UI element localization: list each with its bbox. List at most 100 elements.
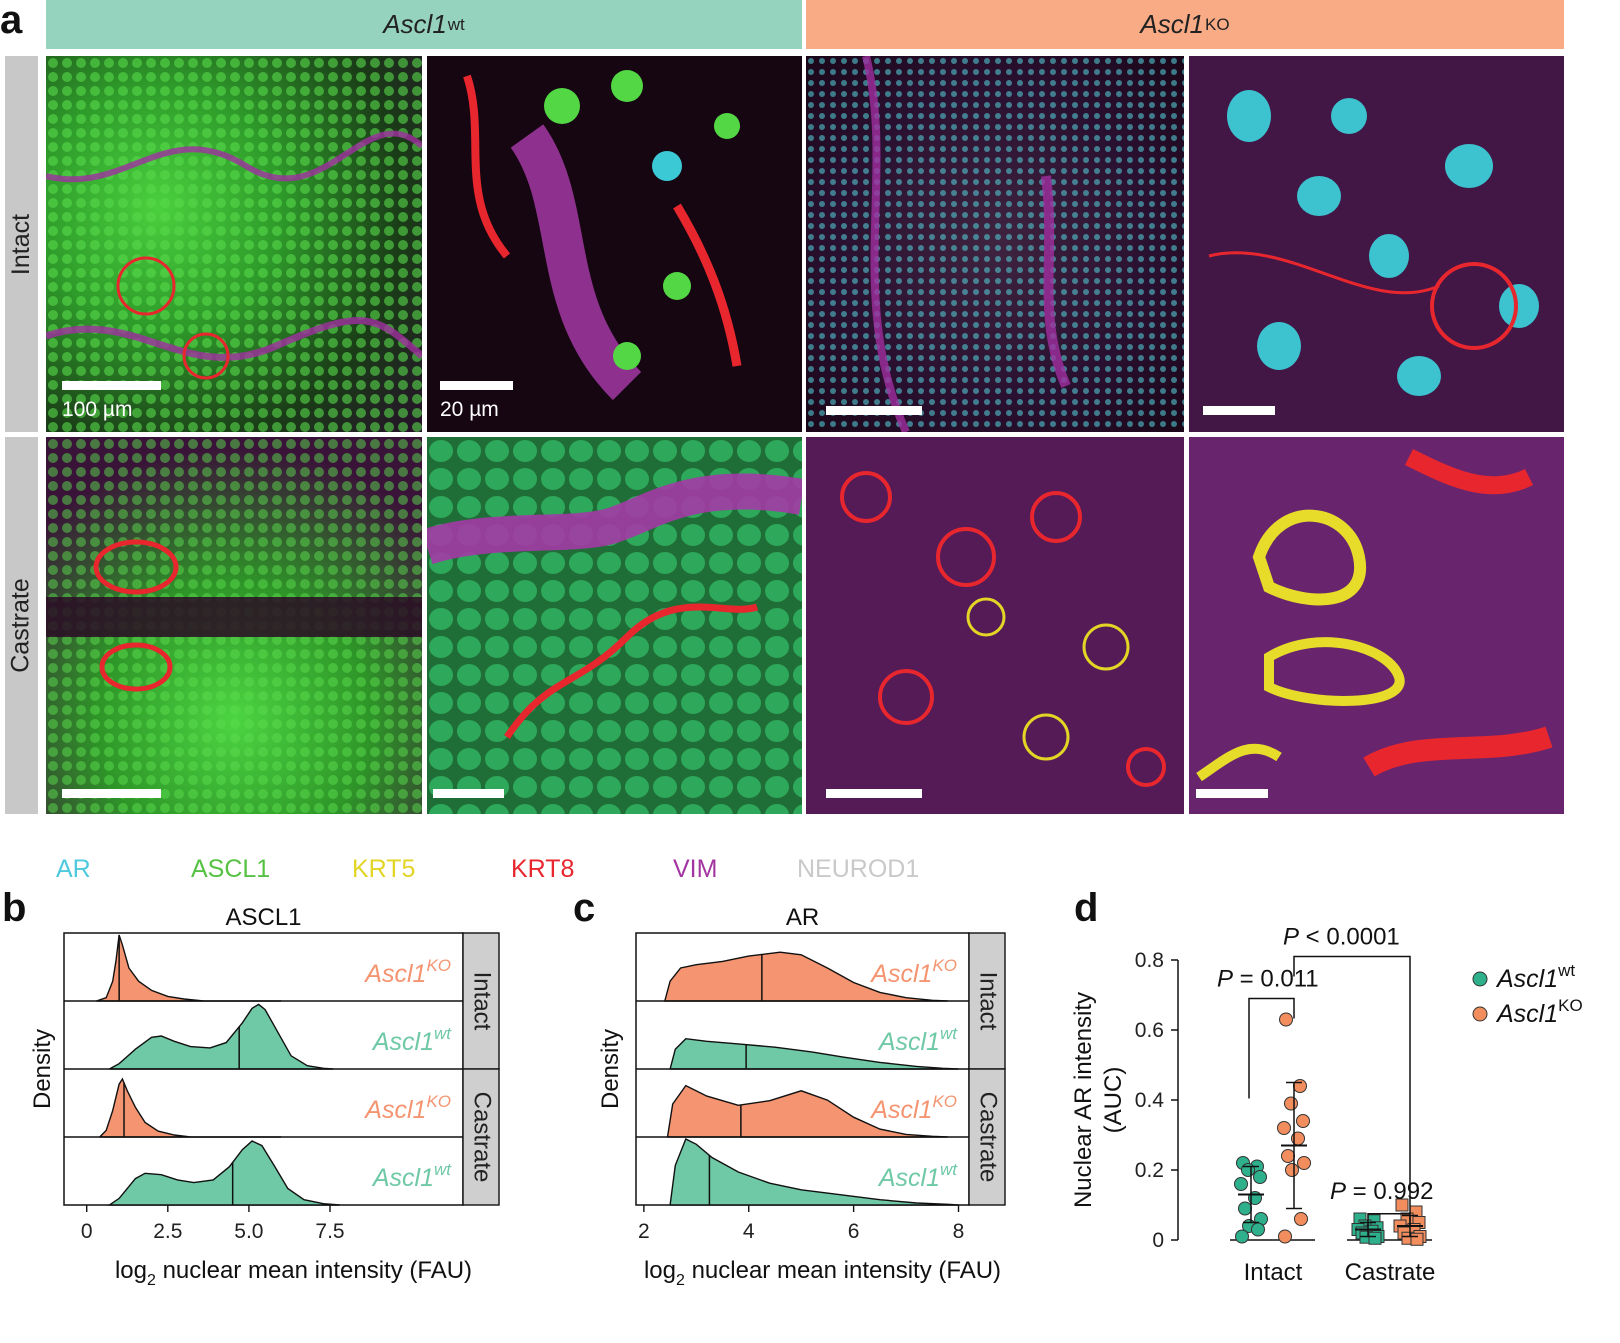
- p-value-label: P < 0.0001: [1283, 924, 1400, 951]
- scale-bar: [1196, 789, 1268, 798]
- stain-legend-krt5: KRT5: [352, 855, 416, 883]
- y-tick-label: 0.2: [1135, 1159, 1164, 1182]
- stain-legend-ascl1: ASCL1: [191, 855, 271, 883]
- micrograph-wt-intact-zoom: [427, 56, 802, 432]
- data-point: [1293, 1079, 1307, 1093]
- legend-label: Ascl1KO: [1495, 996, 1583, 1028]
- stain-legend-krt8: KRT8: [511, 855, 575, 883]
- micrograph-ko-castrate-zoom: [1189, 437, 1564, 814]
- scale-bar: [62, 789, 161, 798]
- data-point: [1279, 1012, 1293, 1027]
- column-header-wt: Ascl1 wt: [46, 0, 802, 49]
- x-category-label: Intact: [1244, 1259, 1303, 1286]
- facet-label: Intact: [469, 972, 496, 1031]
- series-label: Ascl1wt: [371, 1160, 452, 1192]
- y-axis-label: Nuclear AR intensity (AUC): [1070, 992, 1127, 1208]
- x-tick-label: 2.5: [153, 1220, 182, 1243]
- facet-label: Castrate: [469, 1092, 496, 1183]
- data-point: [1234, 1177, 1248, 1191]
- y-axis-label: Density: [597, 1029, 624, 1109]
- x-tick-label: 4: [743, 1220, 755, 1243]
- data-point: [1235, 1229, 1249, 1244]
- micrograph-wt-intact-overview: [46, 56, 422, 432]
- data-point: [1395, 1198, 1409, 1212]
- panel-d-label: d: [1074, 886, 1099, 930]
- data-point: [1368, 1231, 1382, 1245]
- panel-b-label: b: [2, 886, 27, 930]
- y-tick-label: 0: [1152, 1229, 1164, 1252]
- facet-label: Castrate: [975, 1092, 1002, 1183]
- series-label: Ascl1wt: [877, 1160, 958, 1192]
- scale-label-20um: 20 µm: [440, 398, 499, 421]
- legend-marker: [1472, 971, 1488, 987]
- series-label: Ascl1wt: [371, 1024, 452, 1056]
- scale-label-100um: 100 µm: [62, 398, 133, 421]
- x-tick-label: 2: [638, 1220, 650, 1243]
- data-point: [1281, 1149, 1295, 1163]
- p-value-label: P = 0.992: [1330, 1178, 1433, 1205]
- panel-a-label: a: [0, 0, 23, 42]
- panel-c-label: c: [573, 886, 596, 930]
- density-area: [109, 1003, 334, 1070]
- scale-bar: [440, 381, 513, 390]
- series-label: Ascl1KO: [869, 1092, 957, 1124]
- row-label-intact: Intact: [5, 56, 38, 432]
- significance-bracket: [1248, 997, 1295, 1099]
- row-label-castrate: Castrate: [5, 437, 38, 814]
- chart-title: AR: [786, 904, 819, 931]
- x-category-label: Castrate: [1345, 1259, 1436, 1286]
- data-point: [1278, 1229, 1292, 1244]
- stain-legend-neurod1: NEUROD1: [797, 855, 920, 883]
- significance-bracket: [1367, 1213, 1411, 1226]
- scale-bar: [433, 789, 504, 798]
- x-tick-label: 7.5: [315, 1220, 344, 1243]
- series-label: Ascl1KO: [363, 956, 451, 988]
- data-point: [1277, 1121, 1291, 1135]
- data-point: [1410, 1232, 1424, 1246]
- micrograph-ko-intact-overview: [806, 56, 1184, 432]
- p-value-label: P = 0.011: [1217, 966, 1319, 993]
- density-area: [669, 1138, 959, 1206]
- data-point: [1297, 1156, 1311, 1170]
- x-tick-label: 6: [848, 1220, 860, 1243]
- legend-label: Ascl1wt: [1495, 961, 1575, 993]
- density-chart-ar: AR Ascl1KO Ascl1wt Ascl1KO Ascl1wt Intact Cast…: [597, 904, 1006, 1289]
- stain-legend-ar: AR: [56, 855, 91, 883]
- scale-bar: [62, 381, 161, 390]
- y-tick-label: 0.4: [1135, 1089, 1165, 1112]
- micrograph-wt-castrate-zoom: [427, 437, 802, 814]
- density-area: [107, 1140, 340, 1206]
- data-point: [1253, 1170, 1267, 1184]
- scatter-chart-nuclear-ar: 0 0.2 0.4 0.6 0.8 Nuclear AR intensity (AUC) In…: [1070, 924, 1583, 1287]
- micrograph-ko-intact-zoom: [1189, 56, 1564, 432]
- x-tick-label: 5.0: [234, 1220, 263, 1243]
- stain-legend-vim: VIM: [673, 855, 718, 883]
- facet-label: Intact: [975, 972, 1002, 1031]
- micrograph-wt-castrate-overview: [46, 437, 422, 814]
- data-point: [1294, 1212, 1308, 1226]
- series-label: Ascl1wt: [877, 1024, 958, 1056]
- data-point: [1251, 1222, 1265, 1237]
- micrograph-ko-castrate-overview: [806, 437, 1184, 814]
- scale-bar: [826, 406, 922, 415]
- chart-title: ASCL1: [225, 904, 301, 931]
- data-point: [1241, 1163, 1255, 1177]
- series-label: Ascl1KO: [869, 956, 957, 988]
- series-label: Ascl1KO: [363, 1092, 451, 1124]
- x-tick-label: 0: [81, 1220, 93, 1243]
- data-point: [1238, 1201, 1252, 1216]
- data-point: [1296, 1114, 1310, 1128]
- x-axis-label: log2 nuclear mean intensity (FAU): [644, 1257, 1001, 1289]
- x-axis-label: log2 nuclear mean intensity (FAU): [115, 1257, 472, 1289]
- y-axis-label: Density: [29, 1029, 56, 1109]
- facet-strip: [968, 1068, 1006, 1206]
- facet-strip: [462, 1068, 500, 1206]
- column-header-ko: Ascl1 KO: [806, 0, 1564, 49]
- scale-bar: [826, 789, 922, 798]
- data-point: [1285, 1163, 1299, 1177]
- legend-marker: [1472, 1006, 1488, 1022]
- significance-bracket: [1293, 955, 1411, 1215]
- y-tick-label: 0.6: [1135, 1019, 1164, 1042]
- scale-bar: [1203, 406, 1275, 415]
- x-tick-label: 8: [953, 1220, 965, 1243]
